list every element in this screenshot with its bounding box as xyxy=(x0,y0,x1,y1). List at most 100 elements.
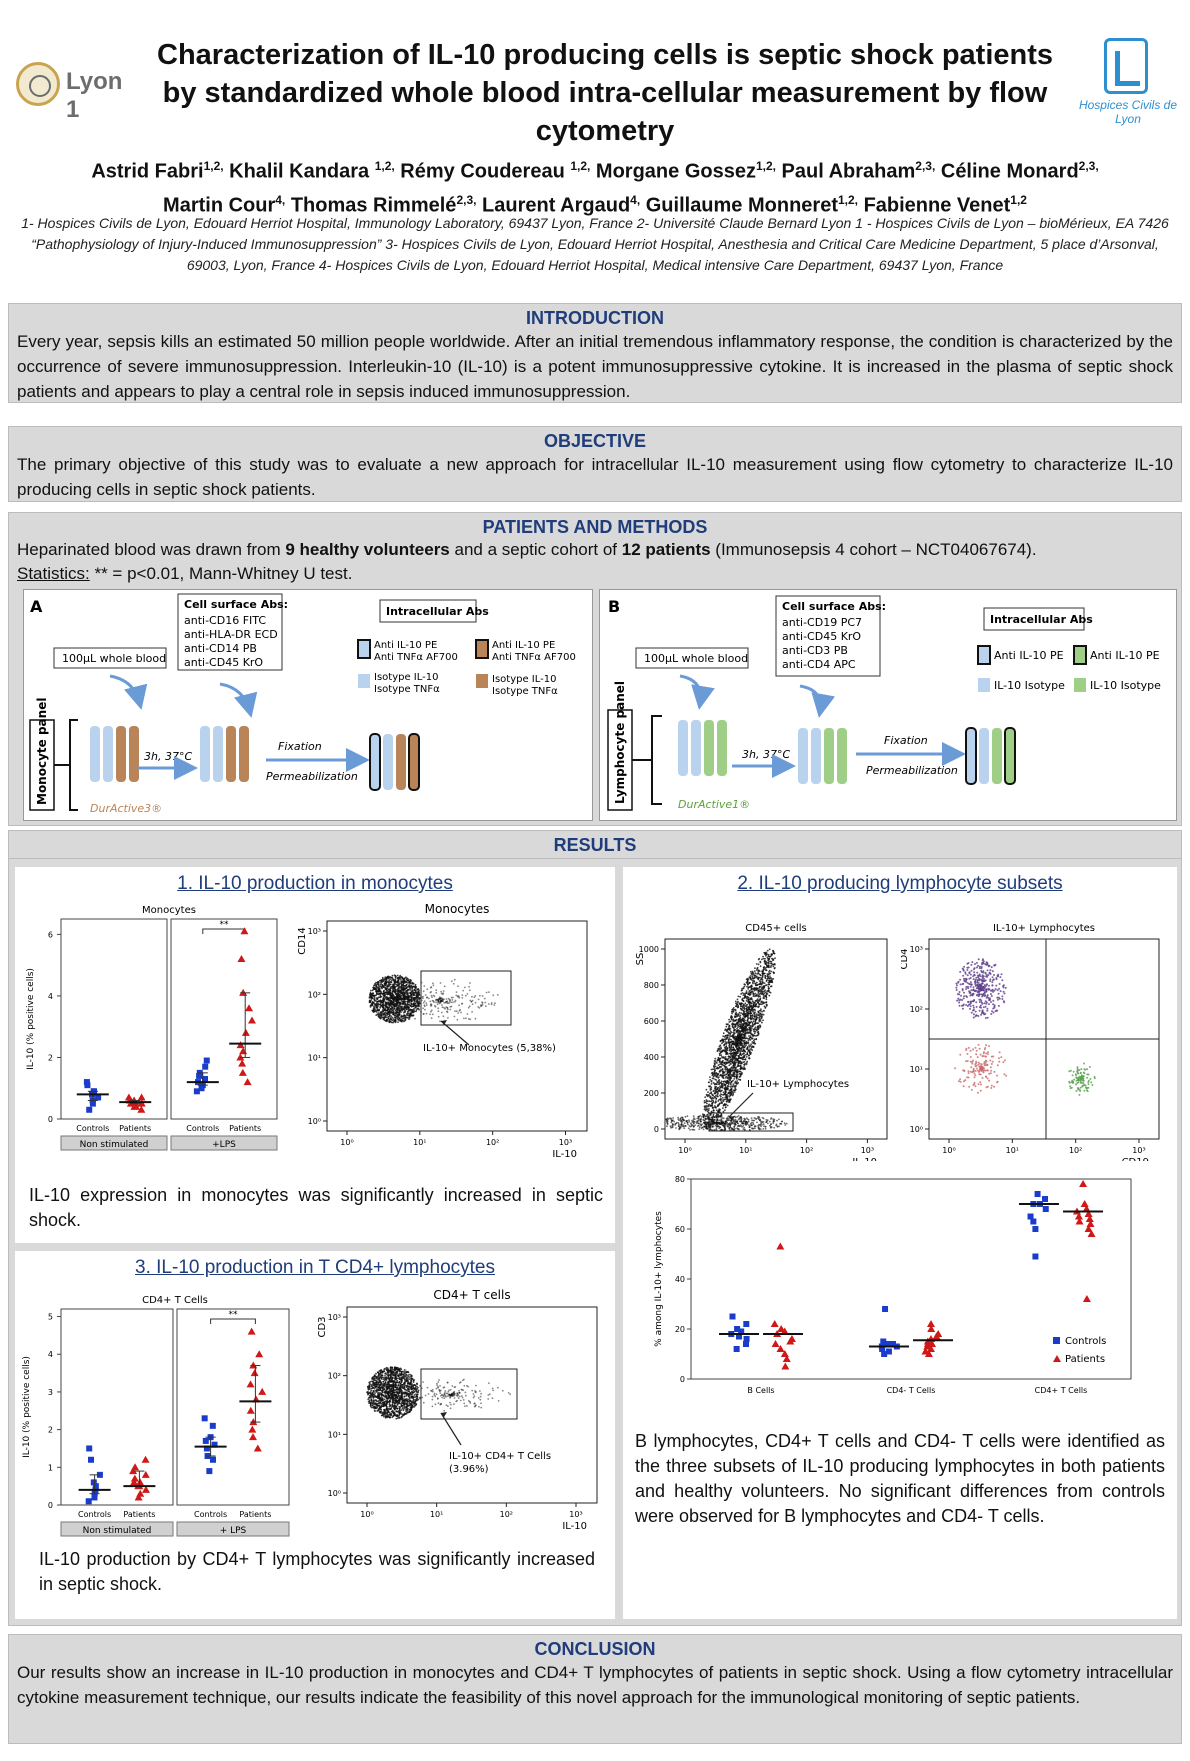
event-dot xyxy=(718,1080,720,1083)
event-dot xyxy=(377,1372,380,1375)
event-dot xyxy=(745,1062,748,1064)
event-dot xyxy=(387,1001,390,1004)
event-dot xyxy=(721,1097,724,1099)
event-dot xyxy=(426,1386,429,1389)
event-dot xyxy=(756,973,758,975)
event-dot xyxy=(714,1105,716,1107)
event-dot xyxy=(397,1377,399,1380)
event-dot xyxy=(377,996,379,999)
control-point xyxy=(85,1498,92,1505)
methods-text-3: (Immunosepsis 4 cohort – NCT04067674). xyxy=(710,540,1037,559)
event-dot xyxy=(385,977,388,980)
event-dot xyxy=(761,1015,763,1018)
event-dot xyxy=(480,1392,482,1395)
event-dot xyxy=(386,1383,388,1386)
event-dot xyxy=(464,1405,466,1407)
event-dot xyxy=(479,1390,481,1392)
event-dot xyxy=(373,1379,375,1382)
panel-a-tubes-stained xyxy=(369,733,420,791)
event-dot xyxy=(405,987,408,990)
event-dot xyxy=(725,1073,728,1076)
event-dot xyxy=(392,978,394,980)
event-dot xyxy=(387,1368,390,1371)
author-line-1: Astrid Fabri1,2, Khalil Kandara 1,2, Rém… xyxy=(91,159,1099,183)
event-dot xyxy=(412,1005,415,1007)
event-dot xyxy=(426,988,429,991)
event-dot xyxy=(452,996,454,999)
event-dot xyxy=(392,1370,395,1373)
control-point xyxy=(88,1456,95,1463)
event-dot xyxy=(395,1377,398,1380)
event-dot xyxy=(373,988,376,990)
hcl-emblem-icon xyxy=(1104,38,1148,94)
event-dot xyxy=(762,1019,764,1022)
event-dot xyxy=(414,1017,416,1020)
event-dot xyxy=(387,1397,390,1399)
event-dot xyxy=(752,1042,754,1045)
event-dot xyxy=(377,1401,380,1403)
event-dot xyxy=(376,1407,378,1409)
event-dot xyxy=(371,1377,373,1379)
patient-point xyxy=(240,927,249,935)
event-dot xyxy=(380,1405,383,1408)
event-dot xyxy=(378,1396,381,1398)
event-dot xyxy=(389,993,391,995)
event-dot xyxy=(391,1377,394,1380)
event-dot xyxy=(398,1405,401,1408)
event-dot xyxy=(383,1385,386,1388)
event-dot xyxy=(397,1019,400,1021)
event-dot xyxy=(370,1398,373,1401)
patient-point xyxy=(238,1059,247,1067)
event-dot xyxy=(386,980,389,983)
event-dot xyxy=(449,1407,452,1410)
panel-b-letter: B xyxy=(608,597,620,616)
panel-b-panel-label: Lymphocyte panel xyxy=(613,681,627,804)
event-dot xyxy=(399,1001,402,1004)
event-dot xyxy=(704,1105,707,1107)
event-dot xyxy=(414,1384,417,1386)
control-point xyxy=(201,1415,208,1422)
event-dot xyxy=(403,1395,406,1398)
event-dot xyxy=(397,1394,400,1396)
event-dot xyxy=(433,1392,436,1395)
event-dot xyxy=(407,1395,410,1398)
event-dot xyxy=(377,1374,380,1377)
event-dot xyxy=(446,1011,449,1014)
event-dot xyxy=(457,1012,460,1014)
event-dot xyxy=(447,997,450,1000)
event-dot xyxy=(384,1377,387,1380)
event-dot xyxy=(410,1003,413,1006)
event-dot xyxy=(403,1011,405,1014)
lyon1-logo-text: Lyon 1 xyxy=(66,68,123,123)
panel-b-tubes-incubated xyxy=(798,728,847,784)
lymphocyte-panel-svg: B Cell surface Abs: anti-CD19 PC7 anti-C… xyxy=(607,595,1161,811)
event-dot xyxy=(431,1405,434,1408)
facet-strip xyxy=(176,1521,290,1537)
event-dot xyxy=(402,1409,405,1412)
event-dot xyxy=(725,1029,728,1032)
x-tick-label: 10¹ xyxy=(739,1146,752,1155)
event-dot xyxy=(388,1377,390,1379)
event-dot xyxy=(395,975,397,978)
event-dot xyxy=(725,1106,727,1108)
panel-a-tube-key-2 xyxy=(475,639,489,659)
event-dot xyxy=(400,976,403,978)
event-dot xyxy=(441,1004,443,1006)
event-dot xyxy=(376,993,378,995)
event-dot xyxy=(389,1380,392,1383)
panel-a-blood: 100µL whole blood xyxy=(62,652,166,665)
event-dot xyxy=(746,1060,749,1063)
event-dot xyxy=(373,996,376,999)
event-dot xyxy=(380,1408,383,1411)
event-dot xyxy=(727,1095,729,1097)
event-dot xyxy=(393,1407,395,1410)
event-dot xyxy=(408,985,411,988)
event-dot xyxy=(381,1383,384,1386)
event-dot xyxy=(770,964,773,967)
event-dot xyxy=(389,1367,392,1369)
event-dot xyxy=(382,990,385,993)
panel-a-iso-key-2 xyxy=(476,674,488,688)
event-dot xyxy=(372,1401,375,1403)
event-dot xyxy=(715,1100,717,1103)
event-dot xyxy=(425,1012,428,1015)
